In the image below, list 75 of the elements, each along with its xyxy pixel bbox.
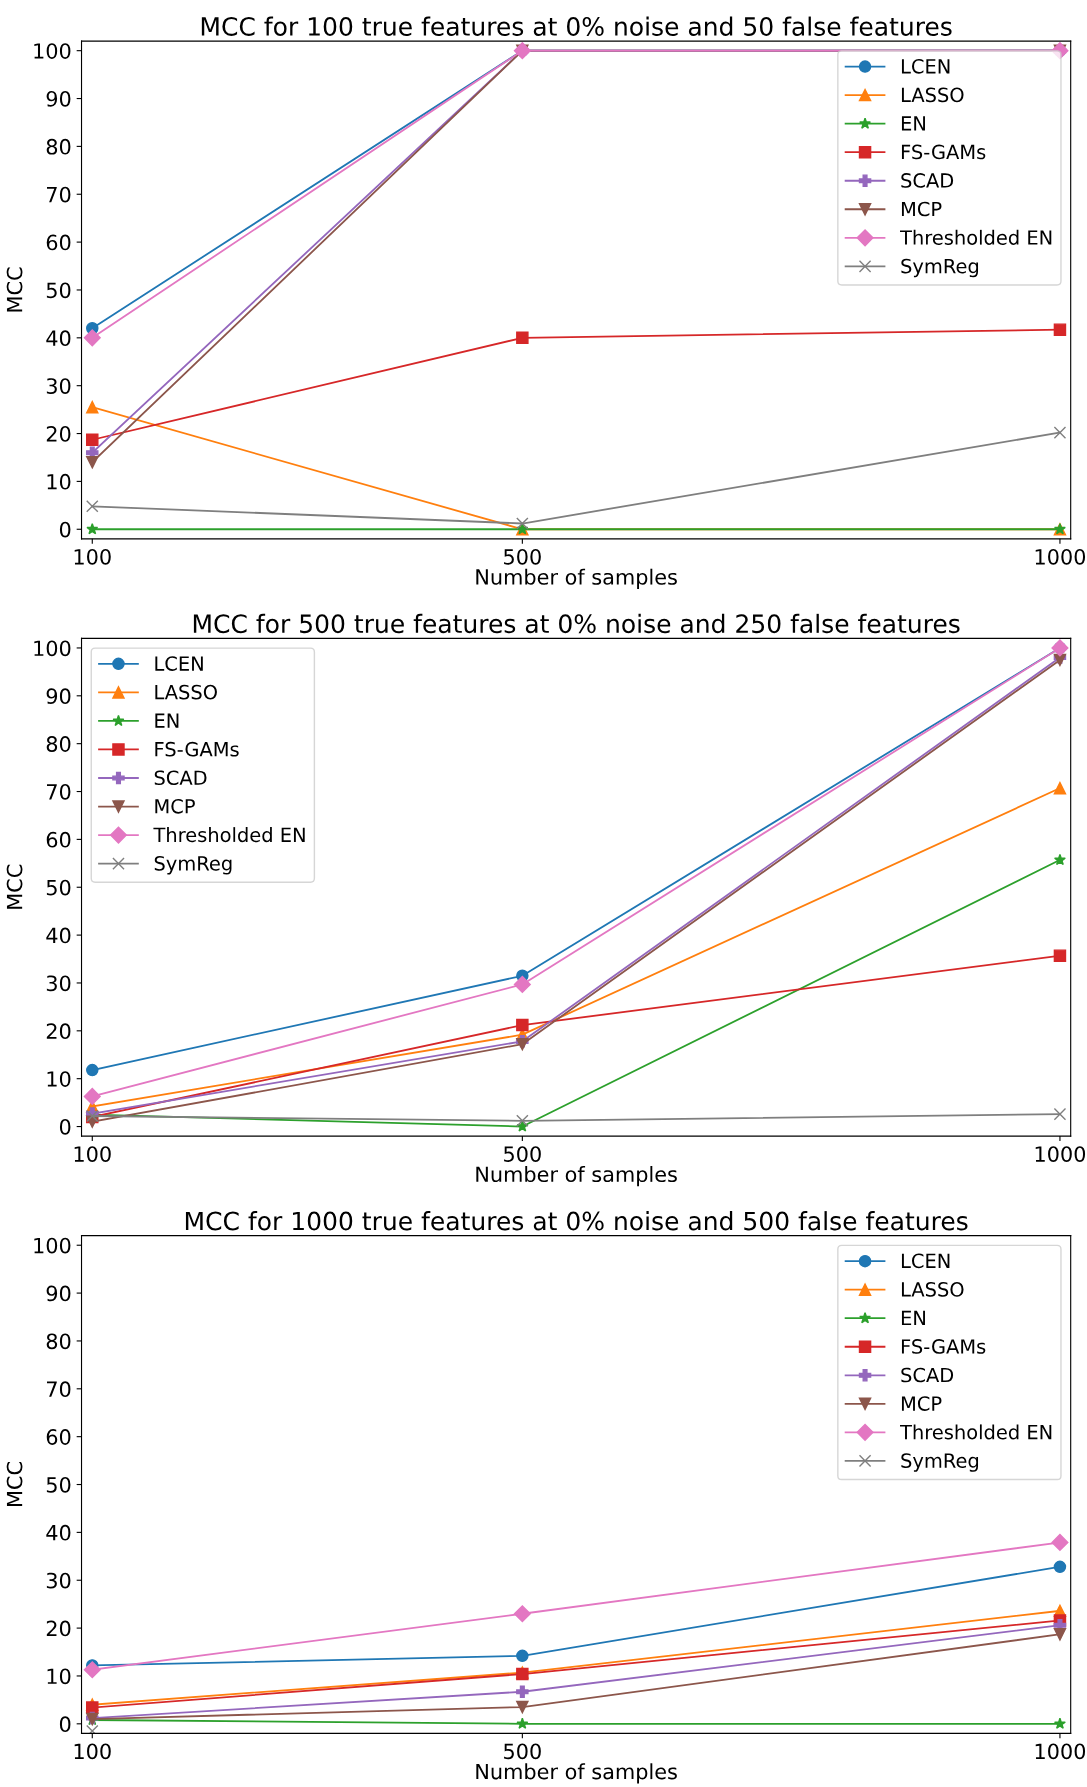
chart-title: MCC for 1000 true features at 0% noise and 500 false features [185,1211,968,1231]
y-tick-label: 40 [46,927,71,944]
y-tick-label: 40 [46,330,71,347]
y-tick-label: 60 [46,234,71,251]
y-tick-label: 10 [47,1668,71,1685]
x-tick-label: 500 [504,1743,541,1760]
legend-label: EN [901,116,925,131]
x-tick-label: 1000 [1035,548,1086,565]
y-axis-title: MCC [6,864,23,909]
y-tick-label: 70 [47,783,71,800]
x-axis-title: Number of samples [476,1166,677,1187]
y-tick-label: 70 [47,186,71,203]
y-axis-title: MCC [6,267,23,312]
y-tick-label: 100 [34,43,71,59]
y-tick-label: 30 [46,1572,71,1589]
x-tick-label: 500 [504,548,541,565]
legend-label: LCEN [901,1253,950,1269]
y-tick-label: 0 [59,1118,71,1135]
legend-label: EN [901,1310,925,1326]
y-tick-label: 30 [46,975,71,992]
x-tick-label: 1000 [1035,1743,1086,1760]
y-tick-label: 40 [46,1524,71,1541]
y-tick-label: 20 [46,1023,71,1040]
y-tick-label: 60 [46,831,71,848]
y-tick-label: 20 [46,1620,71,1637]
legend-label: SCAD [154,770,207,786]
x-tick-label: 100 [74,1743,111,1760]
legend-label: Thresholded EN [153,827,305,843]
chart-title: MCC for 500 true features at 0% noise and 250 false features [193,613,960,634]
legend-label: FS-GAMs [901,144,986,160]
legend-label: MCP [901,1396,942,1411]
x-tick-label: 100 [74,1146,111,1162]
y-tick-label: 50 [46,879,71,896]
y-tick-label: 90 [46,688,71,705]
legend-label: MCP [155,798,195,814]
legend-label: Thresholded EN [900,1424,1052,1440]
legend-label: LASSO [901,87,964,103]
y-tick-label: 50 [46,282,71,299]
y-tick-label: 100 [34,1237,71,1254]
y-tick-label: 80 [46,138,71,155]
y-tick-label: 20 [46,426,71,442]
x-tick-label: 500 [504,1146,541,1162]
y-tick-label: 70 [47,1381,71,1398]
y-tick-label: 100 [34,640,71,657]
legend-label: SymReg [901,1453,979,1472]
y-tick-label: 10 [47,473,71,490]
y-axis-title: MCC [6,1462,23,1507]
y-tick-label: 30 [46,378,71,394]
y-tick-label: 60 [46,1429,71,1445]
y-tick-label: 50 [46,1476,71,1493]
y-tick-label: 80 [46,1333,71,1350]
y-tick-label: 80 [46,736,71,752]
legend-label: Thresholded EN [900,229,1052,245]
y-tick-label: 90 [46,1285,71,1302]
legend-label: LASSO [155,684,217,700]
legend-label: LASSO [901,1282,964,1297]
legend-label: SCAD [901,1367,954,1383]
legend-label: EN [155,713,179,728]
y-tick-label: 0 [59,521,71,538]
x-tick-label: 100 [74,548,111,565]
y-tick-label: 90 [46,90,71,107]
legend-label: LCEN [155,656,203,671]
legend-label: MCP [901,201,942,217]
legend-label: LCEN [901,58,950,74]
legend-label: SCAD [901,173,954,188]
y-tick-label: 10 [47,1071,71,1087]
x-axis-title: Number of samples [476,568,677,589]
legend-label: FS-GAMs [155,741,239,757]
chart-title: MCC for 100 true features at 0% noise and 50 false features [201,16,952,36]
x-tick-label: 1000 [1035,1146,1086,1162]
x-axis-title: Number of samples [476,1763,677,1784]
legend-label: SymReg [154,856,232,875]
legend-label: SymReg [901,258,979,278]
y-tick-label: 0 [59,1716,71,1733]
legend-label: FS-GAMs [901,1339,986,1354]
